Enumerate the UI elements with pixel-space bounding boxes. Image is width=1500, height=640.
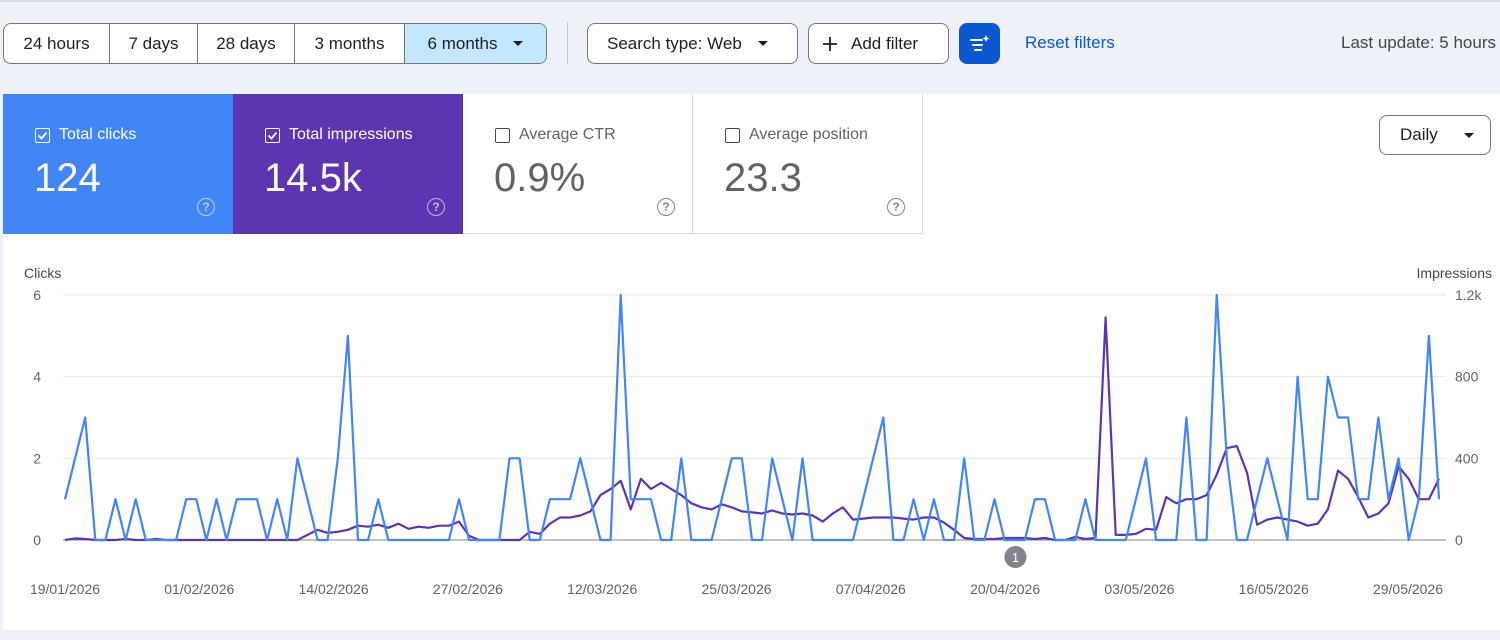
metric-label-row: Average CTR — [495, 126, 616, 144]
reset-filters-link[interactable]: Reset filters — [1025, 33, 1115, 52]
metric-card-ctr[interactable]: Average CTR 0.9% ? — [463, 94, 693, 234]
clicks-series-line — [63, 293, 1441, 542]
help-icon[interactable]: ? — [427, 198, 445, 216]
y-tick-label-left: 4 — [33, 369, 41, 385]
metric-label: Average CTR — [519, 126, 616, 143]
granularity-label: Daily — [1400, 125, 1438, 144]
x-tick-label: 07/04/2026 — [836, 581, 906, 597]
add-filter-button[interactable]: Add filter — [808, 23, 949, 64]
plus-icon — [823, 36, 837, 51]
metric-card-clicks[interactable]: Total clicks 124 ? — [3, 94, 233, 234]
toolbar-divider — [567, 22, 568, 64]
impressions-series-line — [64, 316, 1440, 542]
search-type-label: Search type: Web — [607, 33, 742, 53]
metric-label-row: Average position — [725, 126, 868, 144]
x-tick-label: 01/02/2026 — [164, 581, 234, 597]
range-label: 7 days — [128, 33, 179, 53]
filter-sparkle-icon — [969, 34, 989, 51]
metric-label-row: Total impressions — [265, 126, 413, 144]
range-label: 3 months — [314, 33, 385, 53]
help-icon[interactable]: ? — [887, 198, 905, 216]
x-tick-label: 20/04/2026 — [970, 581, 1040, 597]
range-label: 28 days — [216, 33, 276, 53]
range-7-days[interactable]: 7 days — [110, 24, 198, 63]
y-tick-label-right: 1.2k — [1455, 287, 1482, 303]
chevron-down-icon — [513, 41, 524, 46]
metric-card-impressions[interactable]: Total impressions 14.5k ? — [233, 94, 463, 234]
range-28-days[interactable]: 28 days — [198, 24, 295, 63]
metric-value: 124 — [34, 156, 101, 200]
metric-label: Average position — [749, 126, 868, 143]
add-filter-label: Add filter — [851, 33, 919, 53]
y-tick-label-left: 2 — [33, 450, 41, 466]
checkbox-unchecked-icon[interactable] — [495, 127, 510, 143]
metric-value: 23.3 — [724, 156, 802, 200]
metric-label: Total clicks — [59, 126, 137, 143]
performance-panel: Total clicks 124 ? Total impressions 14.… — [3, 94, 1500, 630]
left-axis-title: Clicks — [24, 265, 62, 281]
performance-chart: 0 0 2 400 4 800 6 1.2k 19/01/2026 01/02/2026 14/02… — [30, 287, 1483, 597]
metric-card-position[interactable]: Average position 23.3 ? — [693, 94, 923, 234]
date-range-selector: 24 hours 7 days 28 days 3 months 6 month… — [3, 23, 547, 64]
x-tick-label: 12/03/2026 — [567, 581, 637, 597]
right-axis-title: Impressions — [1416, 265, 1492, 281]
x-tick-label: 27/02/2026 — [433, 581, 503, 597]
x-tick-label: 29/05/2026 — [1373, 581, 1443, 597]
metric-value: 0.9% — [494, 156, 586, 200]
last-update-text: Last update: 5 hours — [1340, 33, 1496, 52]
annotation-marker — [1004, 546, 1027, 568]
help-icon[interactable]: ? — [197, 198, 215, 216]
range-label: 6 months — [427, 33, 498, 53]
range-6-months[interactable]: 6 months — [405, 24, 546, 63]
metric-label-row: Total clicks — [35, 126, 136, 144]
x-tick-label: 25/03/2026 — [701, 581, 771, 597]
help-icon[interactable]: ? — [657, 198, 675, 216]
checkbox-checked-icon[interactable] — [265, 127, 280, 143]
checkbox-unchecked-icon[interactable] — [725, 127, 740, 143]
annotation-label: 1 — [1012, 550, 1019, 565]
range-3-months[interactable]: 3 months — [295, 24, 405, 63]
granularity-dropdown[interactable]: Daily — [1379, 115, 1491, 155]
search-type-dropdown[interactable]: Search type: Web — [587, 23, 798, 64]
top-divider — [0, 0, 1500, 2]
smart-filter-button[interactable] — [959, 23, 1000, 64]
metric-value: 14.5k — [264, 156, 362, 200]
x-tick-label: 14/02/2026 — [299, 581, 369, 597]
toolbar: 24 hours 7 days 28 days 3 months 6 month… — [0, 0, 1500, 90]
x-tick-label: 03/05/2026 — [1104, 581, 1174, 597]
y-tick-label-left: 6 — [33, 287, 41, 303]
x-tick-label: 19/01/2026 — [30, 581, 100, 597]
metric-label: Total impressions — [289, 126, 413, 143]
y-tick-label-right: 0 — [1455, 532, 1463, 548]
range-24-hours[interactable]: 24 hours — [4, 24, 110, 63]
y-tick-label-right: 400 — [1455, 450, 1479, 466]
x-tick-label: 16/05/2026 — [1239, 581, 1309, 597]
range-label: 24 hours — [23, 33, 90, 53]
y-tick-label-right: 800 — [1455, 369, 1479, 385]
checkbox-checked-icon[interactable] — [35, 127, 50, 143]
chevron-down-icon — [1464, 133, 1474, 138]
chevron-down-icon — [757, 41, 768, 46]
y-tick-label-left: 0 — [33, 532, 41, 548]
